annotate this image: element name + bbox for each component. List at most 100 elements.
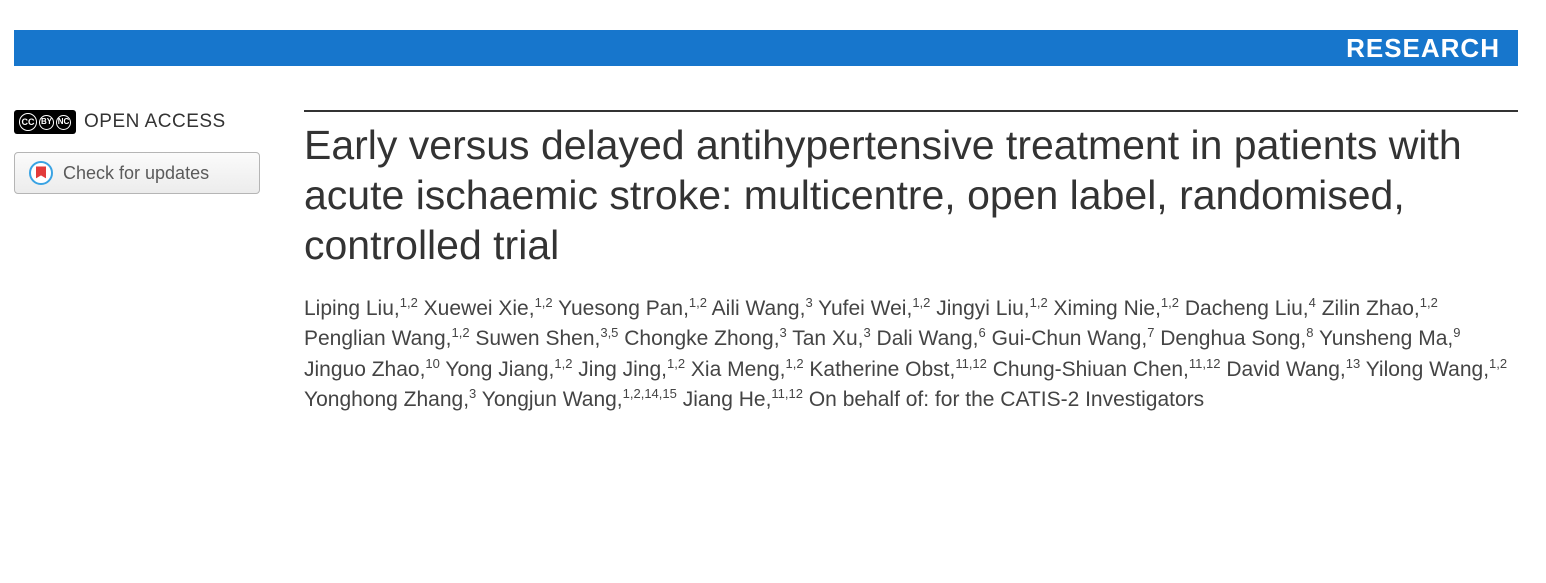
author-affiliation: 3 xyxy=(863,325,870,340)
author-name: Chongke Zhong, xyxy=(624,327,779,350)
author-affiliation: 1,2 xyxy=(400,295,418,310)
author-name: David Wang, xyxy=(1226,358,1345,381)
author-affiliation: 10 xyxy=(425,356,439,371)
author-suffix: On behalf of: for the CATIS-2 Investigat… xyxy=(809,388,1204,411)
author-name: Dacheng Liu, xyxy=(1185,297,1309,320)
author-affiliation: 8 xyxy=(1306,325,1313,340)
author-name: Yufei Wei, xyxy=(818,297,912,320)
author: Yunsheng Ma,9 xyxy=(1319,327,1461,350)
author-affiliation: 11,12 xyxy=(771,386,803,401)
author-affiliation: 7 xyxy=(1147,325,1154,340)
author-affiliation: 3 xyxy=(469,386,476,401)
author-name: Xuewei Xie, xyxy=(424,297,535,320)
author-name: Chung-Shiuan Chen, xyxy=(993,358,1189,381)
author-name: Zilin Zhao, xyxy=(1322,297,1420,320)
check-updates-label: Check for updates xyxy=(63,163,209,184)
author: Jinguo Zhao,10 xyxy=(304,358,440,381)
author-name: Yonghong Zhang, xyxy=(304,388,469,411)
author-name: Jiang He, xyxy=(683,388,772,411)
author-name: Ximing Nie, xyxy=(1054,297,1161,320)
author-name: Jing Jing, xyxy=(578,358,667,381)
crossmark-icon xyxy=(29,161,53,185)
cc-license-icon: CC BY NC xyxy=(14,110,76,134)
author-name: Yilong Wang, xyxy=(1366,358,1489,381)
author: Tan Xu,3 xyxy=(792,327,870,350)
author: Liping Liu,1,2 xyxy=(304,297,418,320)
author: Yilong Wang,1,2 xyxy=(1366,358,1507,381)
author: Denghua Song,8 xyxy=(1160,327,1313,350)
author: Penglian Wang,1,2 xyxy=(304,327,470,350)
author: Dali Wang,6 xyxy=(877,327,986,350)
author-name: Gui-Chun Wang, xyxy=(992,327,1148,350)
author: Jing Jing,1,2 xyxy=(578,358,685,381)
author-affiliation: 11,12 xyxy=(955,356,987,371)
author: Yuesong Pan,1,2 xyxy=(558,297,707,320)
author: Xia Meng,1,2 xyxy=(691,358,804,381)
author-affiliation: 1,2 xyxy=(554,356,572,371)
author: Gui-Chun Wang,7 xyxy=(992,327,1155,350)
banner-label: RESEARCH xyxy=(1346,33,1500,64)
author-name: Yong Jiang, xyxy=(445,358,554,381)
open-access-badge: CC BY NC OPEN ACCESS xyxy=(14,110,284,134)
article-main: Early versus delayed antihypertensive tr… xyxy=(304,110,1518,416)
author: Zilin Zhao,1,2 xyxy=(1322,297,1438,320)
author: Katherine Obst,11,12 xyxy=(809,358,987,381)
research-banner: RESEARCH xyxy=(14,30,1518,66)
author: Aili Wang,3 xyxy=(712,297,813,320)
author-name: Liping Liu, xyxy=(304,297,400,320)
author-affiliation: 1,2 xyxy=(1161,295,1179,310)
author-name: Yongjun Wang, xyxy=(482,388,623,411)
author: Suwen Shen,3,5 xyxy=(475,327,618,350)
author-affiliation: 13 xyxy=(1346,356,1360,371)
author: Jingyi Liu,1,2 xyxy=(936,297,1047,320)
by-icon: BY xyxy=(39,115,54,130)
author-affiliation: 1,2 xyxy=(1489,356,1507,371)
sidebar: CC BY NC OPEN ACCESS Check for updates xyxy=(14,110,284,416)
author: Chung-Shiuan Chen,11,12 xyxy=(993,358,1221,381)
author-affiliation: 3 xyxy=(805,295,812,310)
check-updates-button[interactable]: Check for updates xyxy=(14,152,260,194)
author-affiliation: 1,2 xyxy=(535,295,553,310)
content-row: CC BY NC OPEN ACCESS Check for updates E… xyxy=(0,66,1546,436)
author-name: Yuesong Pan, xyxy=(558,297,689,320)
author: Ximing Nie,1,2 xyxy=(1054,297,1179,320)
cc-icon: CC xyxy=(19,113,37,131)
author-name: Dali Wang, xyxy=(877,327,979,350)
author: Yufei Wei,1,2 xyxy=(818,297,930,320)
author-affiliation: 1,2,14,15 xyxy=(623,386,677,401)
author: Yong Jiang,1,2 xyxy=(445,358,572,381)
author: Dacheng Liu,4 xyxy=(1185,297,1316,320)
author: Jiang He,11,12 xyxy=(683,388,803,411)
author-affiliation: 1,2 xyxy=(1030,295,1048,310)
author-name: Xia Meng, xyxy=(691,358,786,381)
author-affiliation: 9 xyxy=(1453,325,1460,340)
author: Yongjun Wang,1,2,14,15 xyxy=(482,388,677,411)
author-name: Tan Xu, xyxy=(792,327,863,350)
author-affiliation: 1,2 xyxy=(1420,295,1438,310)
nc-icon: NC xyxy=(56,115,71,130)
author-affiliation: 1,2 xyxy=(785,356,803,371)
author-name: Suwen Shen, xyxy=(475,327,600,350)
open-access-label: OPEN ACCESS xyxy=(84,111,226,133)
author-affiliation: 3,5 xyxy=(600,325,618,340)
author-affiliation: 1,2 xyxy=(451,325,469,340)
author-affiliation: 11,12 xyxy=(1189,356,1221,371)
author-name: Katherine Obst, xyxy=(809,358,955,381)
author-name: Jinguo Zhao, xyxy=(304,358,425,381)
author-list: Liping Liu,1,2 Xuewei Xie,1,2 Yuesong Pa… xyxy=(304,294,1518,416)
article-title: Early versus delayed antihypertensive tr… xyxy=(304,120,1518,270)
author: David Wang,13 xyxy=(1226,358,1360,381)
author: Yonghong Zhang,3 xyxy=(304,388,476,411)
author-name: Penglian Wang, xyxy=(304,327,451,350)
author-name: Jingyi Liu, xyxy=(936,297,1029,320)
author-affiliation: 1,2 xyxy=(912,295,930,310)
author-name: Yunsheng Ma, xyxy=(1319,327,1453,350)
author-name: Denghua Song, xyxy=(1160,327,1306,350)
author-affiliation: 1,2 xyxy=(689,295,707,310)
author-affiliation: 1,2 xyxy=(667,356,685,371)
author-affiliation: 4 xyxy=(1309,295,1316,310)
author-affiliation: 6 xyxy=(978,325,985,340)
author-name: Aili Wang, xyxy=(712,297,806,320)
author: Xuewei Xie,1,2 xyxy=(424,297,553,320)
author-affiliation: 3 xyxy=(780,325,787,340)
